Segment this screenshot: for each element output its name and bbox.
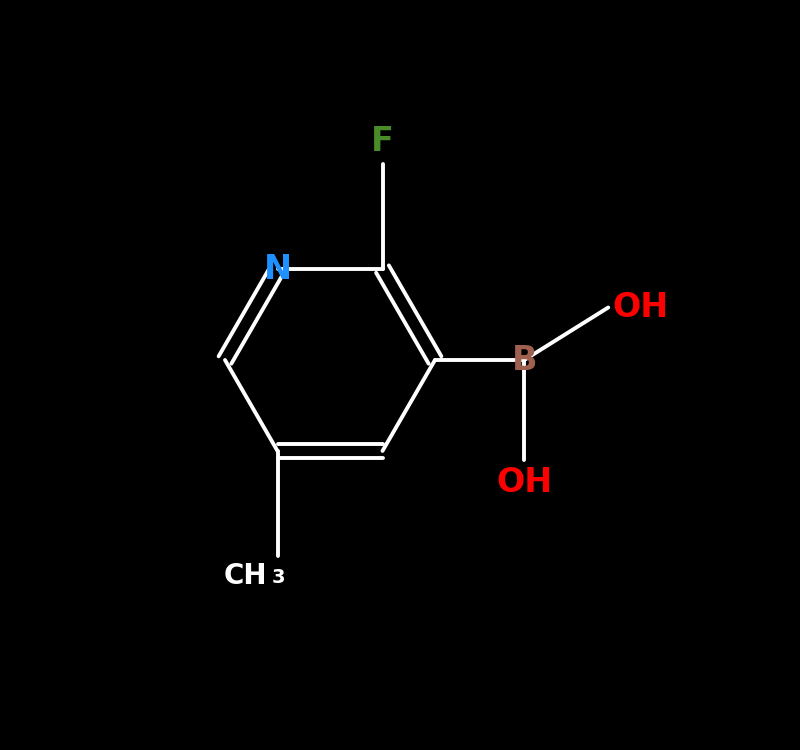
Text: 3: 3 [271,568,285,587]
Text: N: N [263,253,291,286]
Text: F: F [371,125,394,158]
Text: B: B [511,344,537,376]
Text: CH: CH [224,562,267,590]
Text: OH: OH [612,291,669,324]
Text: OH: OH [496,466,552,499]
